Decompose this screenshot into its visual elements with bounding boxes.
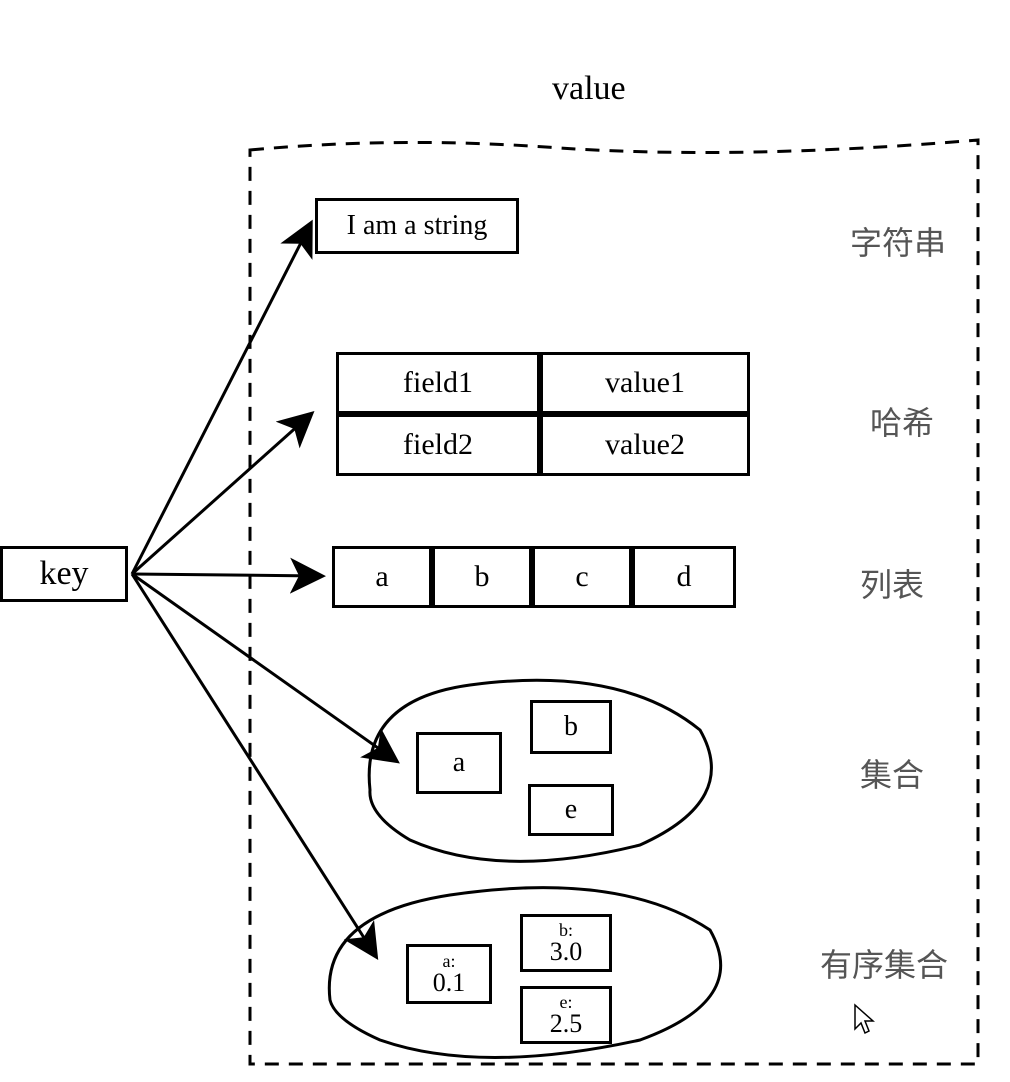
key-box-label: key — [39, 555, 88, 593]
list-cell-1: b — [432, 546, 532, 608]
list-cell-text: c — [575, 560, 588, 594]
hash-cell-text: value2 — [605, 428, 685, 462]
set-type-label: 集合 — [860, 750, 924, 796]
list-cell-text: d — [677, 560, 692, 594]
arrow-to-string — [132, 225, 310, 574]
string-type-label: 字符串 — [850, 218, 946, 264]
string-value-box: I am a string — [315, 198, 519, 254]
hash-cell-text: field2 — [403, 428, 473, 462]
list-cell-text: a — [375, 560, 388, 594]
set-cell-a: a — [416, 732, 502, 794]
list-type-label: 列表 — [860, 560, 924, 606]
zset-cell-a: a: 0.1 — [406, 944, 492, 1004]
hash-cell-field1: field1 — [336, 352, 540, 414]
hash-cell-value1: value1 — [540, 352, 750, 414]
value-title: value — [552, 70, 626, 108]
set-cell-b: b — [530, 700, 612, 754]
zset-cell-score: 2.5 — [550, 1011, 583, 1037]
hash-cell-value2: value2 — [540, 414, 750, 476]
hash-type-label: 哈希 — [870, 398, 934, 444]
hash-cell-field2: field2 — [336, 414, 540, 476]
zset-cell-e: e: 2.5 — [520, 986, 612, 1044]
arrow-to-zset — [132, 574, 375, 955]
list-cell-text: b — [475, 560, 490, 594]
arrow-to-list — [132, 574, 320, 576]
list-cell-3: d — [632, 546, 736, 608]
set-cell-text: a — [453, 747, 465, 779]
list-cell-2: c — [532, 546, 632, 608]
diagram-overlay — [0, 0, 1010, 1082]
cursor-icon — [855, 1005, 873, 1033]
string-value-text: I am a string — [347, 210, 488, 242]
set-cell-text: e — [565, 794, 577, 826]
zset-cell-b: b: 3.0 — [520, 914, 612, 972]
zset-type-label: 有序集合 — [820, 940, 948, 986]
key-box: key — [0, 546, 128, 602]
zset-cell-score: 0.1 — [433, 970, 466, 996]
set-cell-e: e — [528, 784, 614, 836]
hash-cell-text: field1 — [403, 366, 473, 400]
zset-cell-score: 3.0 — [550, 939, 583, 965]
list-cell-0: a — [332, 546, 432, 608]
arrow-to-hash — [132, 415, 310, 574]
set-cell-text: b — [564, 711, 578, 743]
hash-cell-text: value1 — [605, 366, 685, 400]
